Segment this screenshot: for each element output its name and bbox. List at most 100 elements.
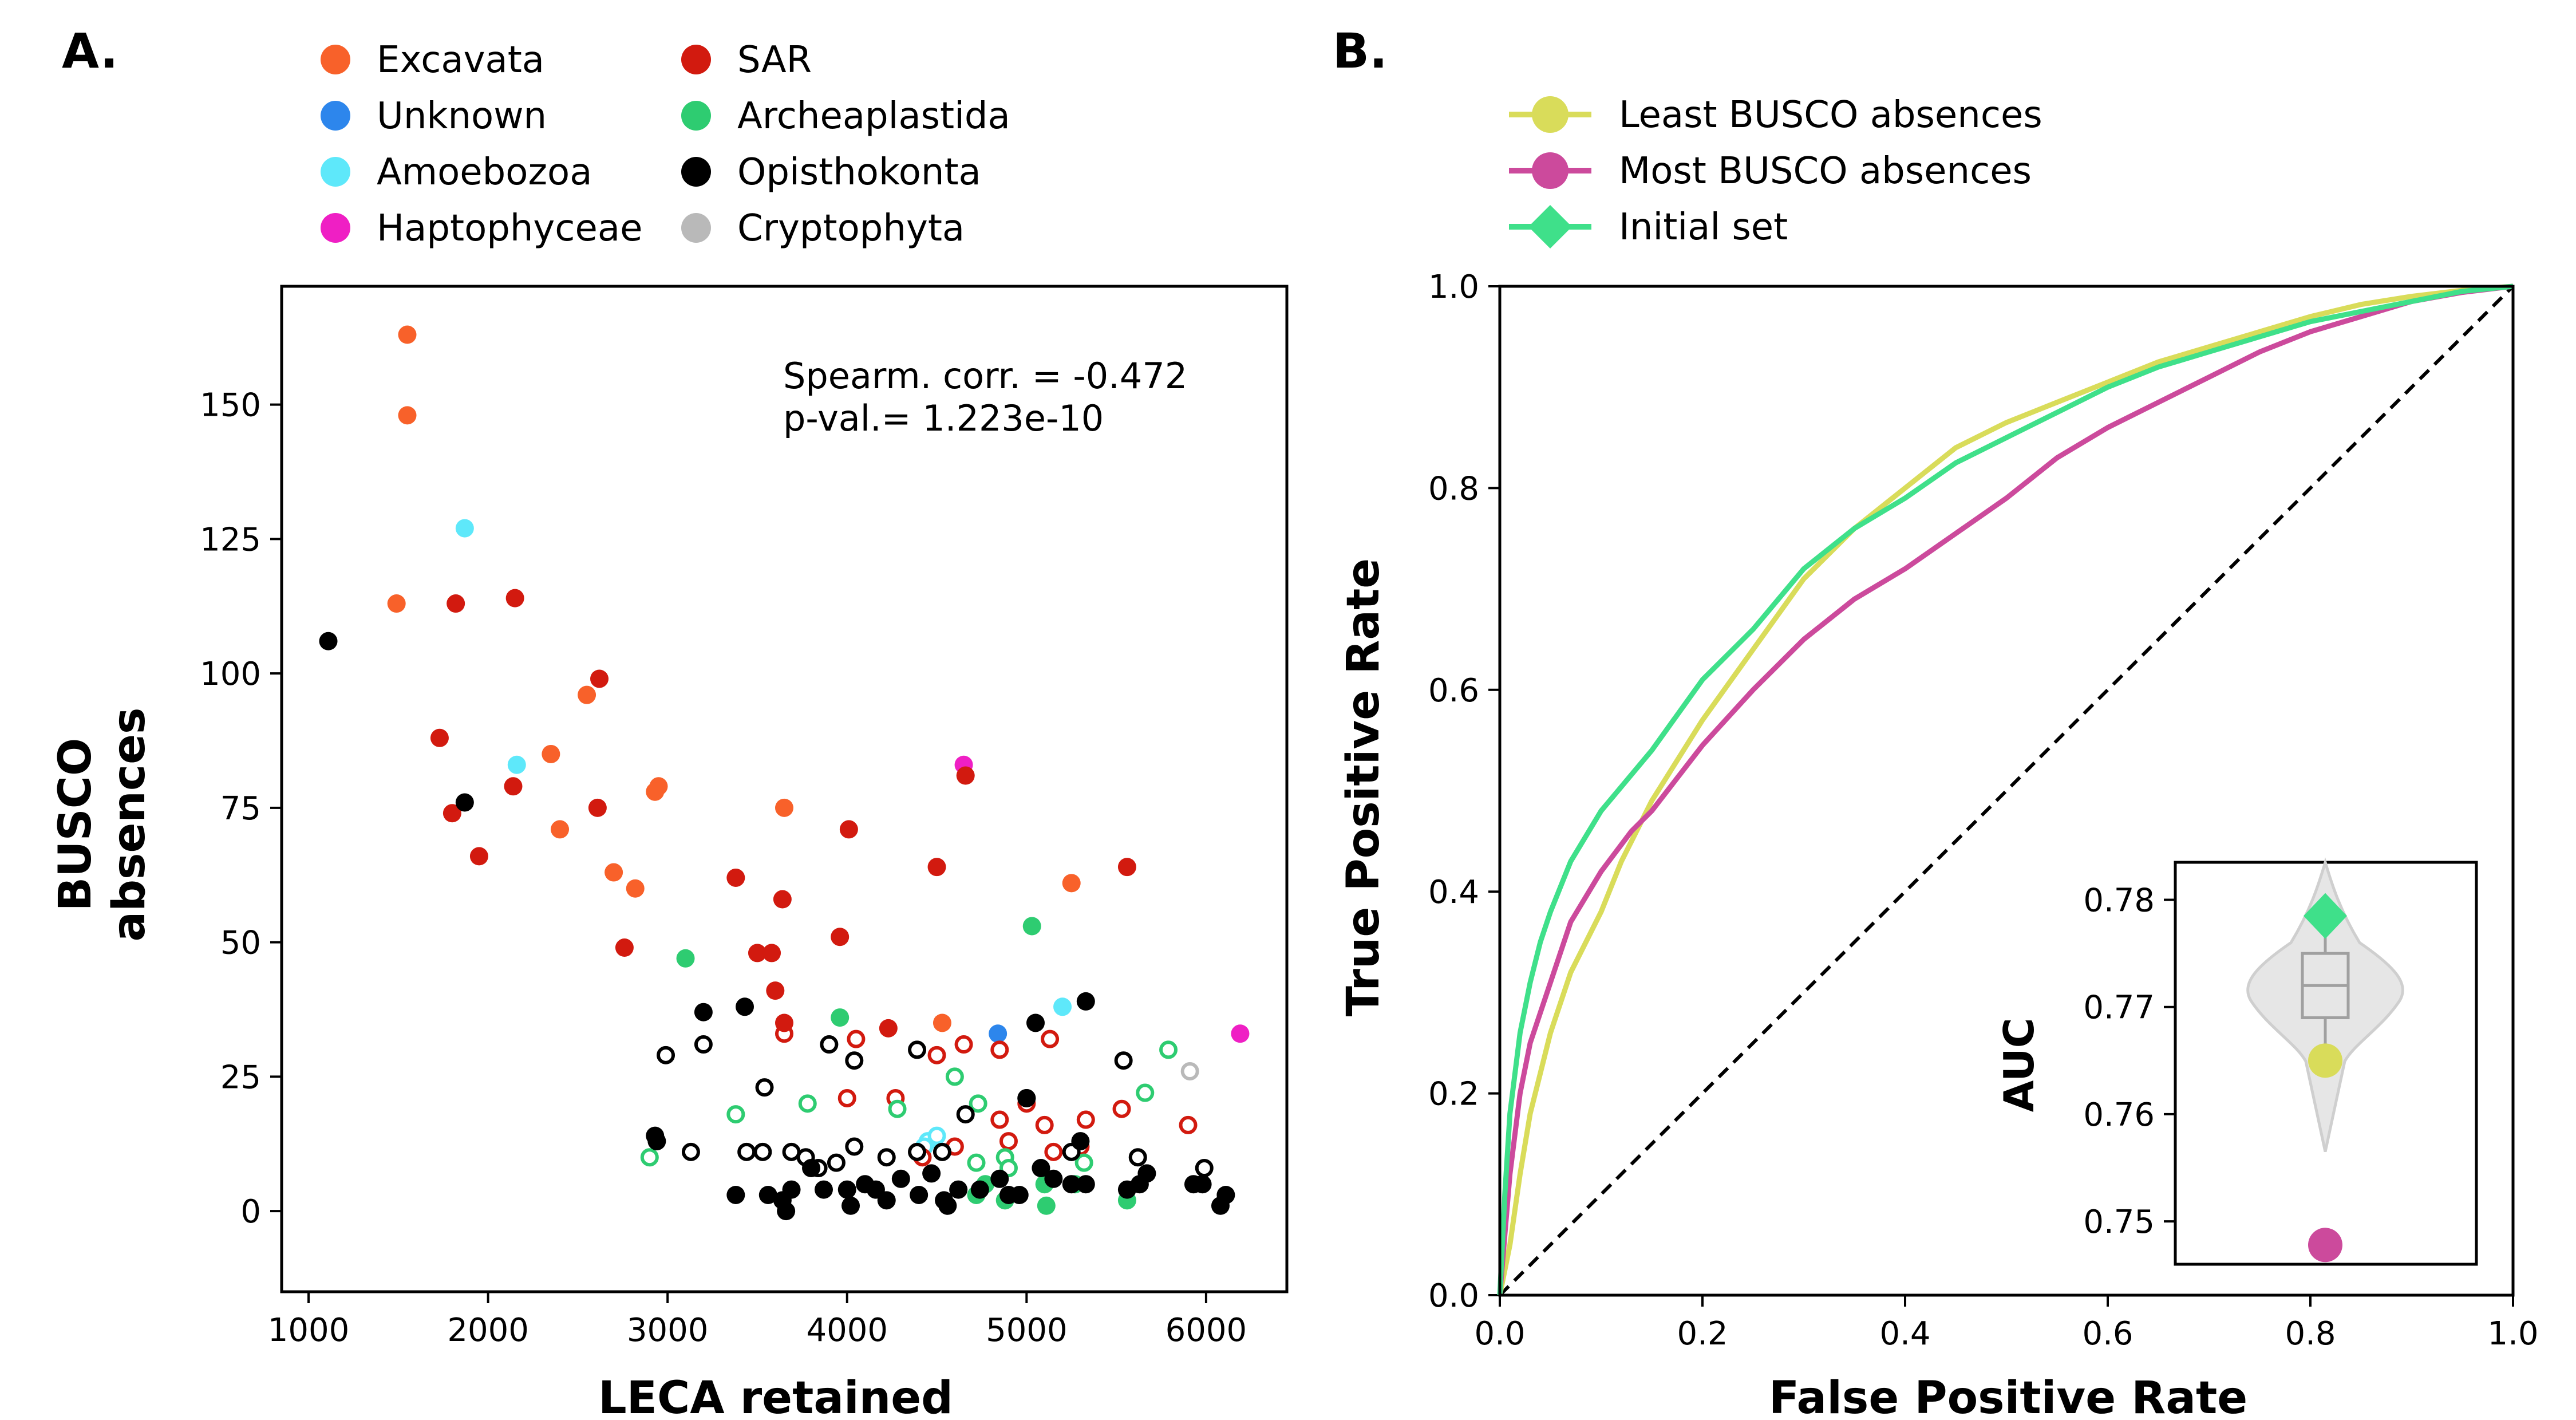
- point-opisthokonta-hollow: [755, 1078, 774, 1097]
- legend-label-excavata: Excavata: [377, 39, 544, 81]
- point-opisthokonta: [1216, 1185, 1235, 1204]
- point-sar: [615, 938, 634, 957]
- inset-y-axis-label: AUC: [1995, 1018, 2043, 1113]
- point-opisthokonta: [1062, 1175, 1081, 1194]
- point-opisthokonta: [891, 1169, 910, 1188]
- panel-a-plot-frame: [280, 285, 1289, 1293]
- point-sar: [927, 858, 946, 877]
- point-opisthokonta-hollow: [1195, 1159, 1214, 1178]
- point-opisthokonta: [1032, 1159, 1050, 1178]
- point-archeaplastida: [831, 1008, 850, 1027]
- point-archeaplastida-hollow: [640, 1148, 659, 1167]
- x-tick-label-3000: 3000: [627, 1312, 709, 1349]
- legend-label-sar: SAR: [737, 39, 812, 81]
- point-sar-hollow: [1035, 1115, 1054, 1134]
- panel-b-label: B.: [1333, 23, 1388, 79]
- panel-b-legend: Least BUSCO absences Most BUSCO absences I…: [1509, 94, 2042, 249]
- point-excavata: [626, 879, 645, 898]
- point-opisthokonta-hollow: [877, 1148, 896, 1167]
- auc-marker-least-busco-absences: [2308, 1043, 2342, 1078]
- point-sar: [447, 594, 465, 613]
- point-sar: [775, 1013, 793, 1032]
- point-opisthokonta-hollow: [908, 1040, 927, 1059]
- point-haptophyceae: [1231, 1024, 1250, 1043]
- legend-marker-initial-set: [1528, 205, 1572, 249]
- point-excavata: [542, 744, 560, 763]
- roc-line-most-busco-absences: [1497, 283, 2514, 1296]
- legend-label-unknown: Unknown: [377, 95, 547, 137]
- roc-y-tick-label-0.0: 0.0: [1428, 1277, 1479, 1315]
- point-sar: [430, 728, 449, 747]
- x-tick-label-6000: 6000: [1165, 1312, 1247, 1349]
- point-opisthokonta: [736, 997, 754, 1016]
- point-sar-hollow: [954, 1035, 973, 1054]
- point-sar: [442, 804, 461, 823]
- point-opisthokonta: [1193, 1175, 1212, 1194]
- point-sar: [879, 1019, 898, 1038]
- point-opisthokonta: [1026, 1013, 1045, 1032]
- point-opisthokonta: [841, 1196, 860, 1215]
- legend-label-initial-set: Initial set: [1619, 206, 1788, 249]
- point-excavata: [398, 325, 417, 344]
- point-opisthokonta-hollow: [908, 1142, 927, 1161]
- y-tick-label-75: 75: [220, 790, 261, 827]
- point-opisthokonta: [922, 1164, 941, 1183]
- point-excavata: [775, 798, 793, 817]
- point-unknown: [989, 1024, 1008, 1043]
- panel-a-legend: Excavata Unknown Amoebozoa Haptophyceae SAR A…: [321, 39, 1010, 250]
- point-sar: [773, 890, 792, 909]
- point-sar: [748, 944, 767, 963]
- point-amoebozoa: [507, 755, 526, 774]
- point-opisthokonta: [938, 1196, 957, 1215]
- point-opisthokonta-hollow: [827, 1153, 846, 1172]
- point-opisthokonta-hollow: [737, 1142, 756, 1161]
- roc-y-tick-label-0.6: 0.6: [1428, 672, 1479, 709]
- legend-label-amoebozoa: Amoebozoa: [377, 151, 592, 194]
- roc-y-tick-label-0.8: 0.8: [1428, 470, 1479, 507]
- point-sar: [831, 928, 850, 946]
- point-amoebozoa: [455, 519, 474, 538]
- point-sar: [1117, 858, 1136, 877]
- legend-marker-opisthokonta: [681, 157, 711, 187]
- legend-marker-cryptophyta: [681, 213, 711, 243]
- point-opisthokonta: [910, 1185, 929, 1204]
- point-sar-hollow: [927, 1046, 946, 1064]
- point-cryptophyta-hollow: [1180, 1062, 1199, 1080]
- point-excavata: [1062, 874, 1081, 893]
- point-archeaplastida-hollow: [1159, 1040, 1178, 1059]
- point-opisthokonta: [802, 1159, 821, 1178]
- inset-y-tick-label-0.76: 0.76: [2083, 1096, 2155, 1134]
- point-opisthokonta-hollow: [845, 1051, 864, 1070]
- roc-y-tick-label-0.2: 0.2: [1428, 1076, 1479, 1113]
- inset-y-tick-label-0.78: 0.78: [2083, 882, 2155, 920]
- x-tick-label-1000: 1000: [268, 1312, 350, 1349]
- point-archeaplastida: [1022, 917, 1041, 936]
- panel-a-label: A.: [62, 23, 118, 79]
- point-opisthokonta-hollow: [753, 1142, 772, 1161]
- point-opisthokonta: [726, 1185, 745, 1204]
- point-sar-hollow: [1041, 1030, 1060, 1048]
- point-sar-hollow: [1112, 1099, 1131, 1118]
- point-opisthokonta: [777, 1202, 796, 1221]
- point-archeaplastida-hollow: [967, 1153, 986, 1172]
- point-opisthokonta-hollow: [933, 1142, 951, 1161]
- inset-y-tick-label-0.77: 0.77: [2083, 989, 2155, 1027]
- point-sar: [726, 868, 745, 887]
- point-excavata: [387, 594, 406, 613]
- roc-x-tick-label-1.0: 1.0: [2487, 1315, 2538, 1352]
- point-opisthokonta-hollow: [657, 1046, 675, 1064]
- panel-b-y-axis-label: True Positive Rate: [1338, 558, 1389, 1016]
- point-archeaplastida-hollow: [1074, 1153, 1093, 1172]
- y-tick-label-0: 0: [240, 1193, 261, 1230]
- point-sar: [956, 766, 975, 785]
- x-tick-label-5000: 5000: [986, 1312, 1068, 1349]
- legend-marker-haptophyceae: [321, 213, 350, 243]
- point-opisthokonta: [758, 1185, 777, 1204]
- roc-x-tick-label-0.8: 0.8: [2285, 1315, 2336, 1352]
- roc-x-tick-label-0.2: 0.2: [1677, 1315, 1728, 1352]
- panel-a-y-axis-label-line-2: absences: [104, 708, 155, 942]
- point-sar: [590, 669, 609, 688]
- point-sar: [469, 847, 488, 866]
- point-excavata: [605, 863, 623, 882]
- point-opisthokonta: [1071, 1132, 1090, 1151]
